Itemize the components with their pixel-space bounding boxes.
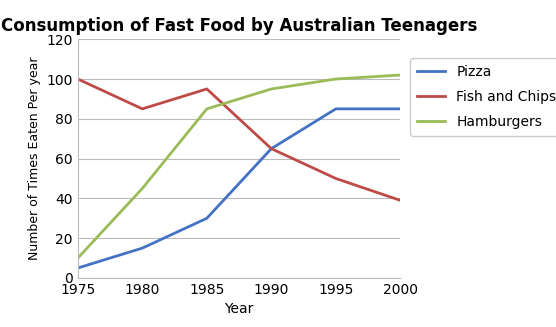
Pizza — [268, 147, 275, 151]
Fish and Chips — [75, 77, 81, 81]
Line: Pizza: Pizza — [78, 109, 400, 268]
Title: Consumption of Fast Food by Australian Teenagers: Consumption of Fast Food by Australian T… — [1, 17, 477, 35]
Fish and Chips — [139, 107, 146, 111]
Hamburgers — [139, 186, 146, 190]
Fish and Chips — [203, 87, 210, 91]
Hamburgers — [332, 77, 339, 81]
Fish and Chips — [397, 198, 404, 202]
Pizza — [75, 266, 81, 270]
Y-axis label: Number of Times Eaten Per year: Number of Times Eaten Per year — [28, 57, 41, 260]
Line: Hamburgers: Hamburgers — [78, 75, 400, 258]
Hamburgers — [75, 256, 81, 260]
Pizza — [397, 107, 404, 111]
Pizza — [203, 216, 210, 220]
Pizza — [332, 107, 339, 111]
Hamburgers — [268, 87, 275, 91]
Line: Fish and Chips: Fish and Chips — [78, 79, 400, 200]
Hamburgers — [397, 73, 404, 77]
Hamburgers — [203, 107, 210, 111]
Fish and Chips — [332, 177, 339, 181]
Legend: Pizza, Fish and Chips, Hamburgers: Pizza, Fish and Chips, Hamburgers — [410, 58, 556, 136]
Pizza — [139, 246, 146, 250]
Fish and Chips — [268, 147, 275, 151]
X-axis label: Year: Year — [225, 302, 254, 316]
